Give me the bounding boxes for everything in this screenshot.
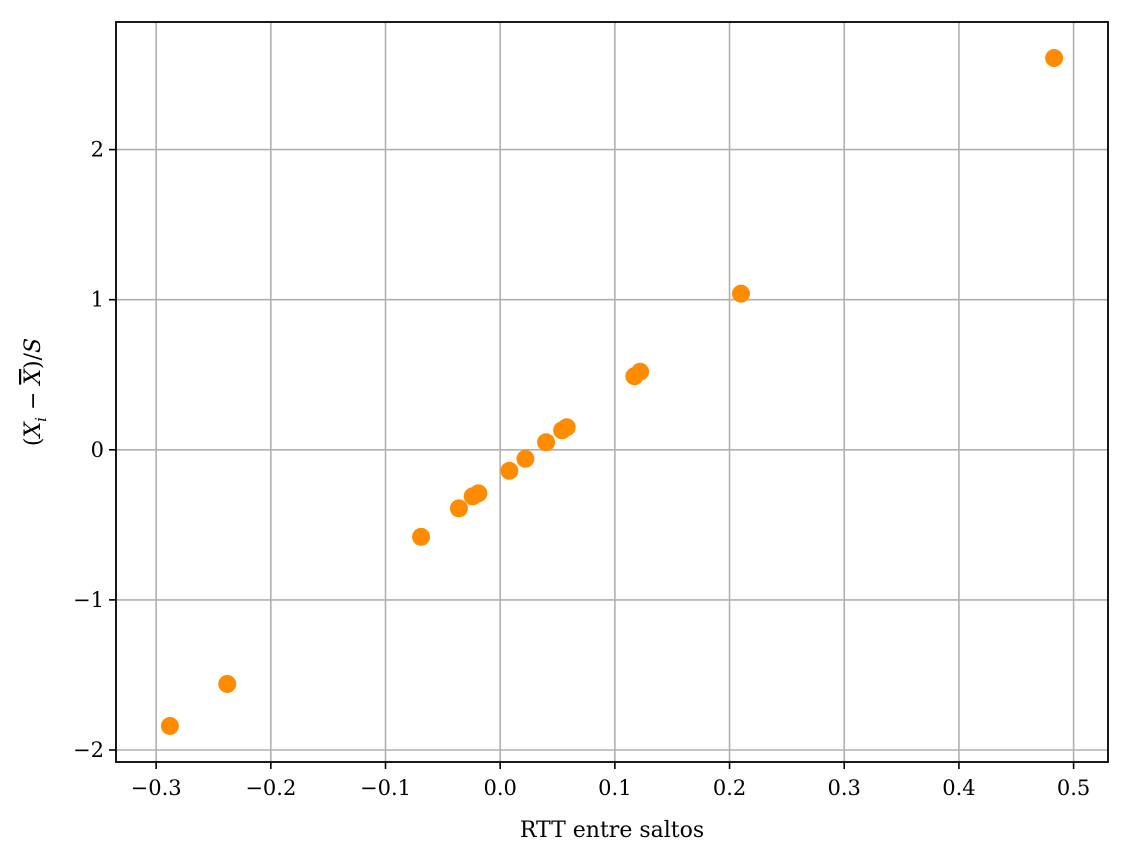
scatter-point [516, 449, 535, 468]
svg-text:(Xi − X)/S: (Xi − X)/S [21, 338, 50, 446]
y-tick-label: −2 [73, 738, 104, 762]
x-tick-label: −0.3 [131, 776, 182, 800]
x-tick-label: −0.1 [360, 776, 411, 800]
scatter-point [557, 418, 576, 437]
scatter-point [218, 674, 237, 693]
x-tick-label: 0.0 [483, 776, 516, 800]
axis-ticks: −0.3 −0.2 −0.1 0.0 0.1 0.2 0.3 0.4 0.5 −2 −1 0 1 2 [73, 138, 1090, 800]
grid [116, 22, 1108, 762]
y-tick-label: 1 [91, 288, 104, 312]
scatter-point [631, 362, 650, 381]
y-tick-label: 2 [91, 138, 104, 162]
x-axis-label: RTT entre saltos [520, 818, 704, 843]
y-axis-label: (Xi − X)/S [21, 338, 50, 446]
scatter-point [1045, 49, 1064, 68]
scatter-point [732, 284, 751, 303]
scatter-point [412, 527, 431, 546]
y-tick-label: −1 [73, 588, 104, 612]
x-tick-label: 0.2 [713, 776, 746, 800]
x-tick-label: 0.3 [828, 776, 861, 800]
scatter-point [500, 461, 519, 480]
plot-frame [115, 21, 1109, 763]
data-points [160, 49, 1064, 735]
x-tick-label: 0.1 [598, 776, 631, 800]
scatter-point [537, 433, 556, 452]
scatter-point [160, 716, 179, 735]
scatter-point [449, 499, 468, 518]
x-tick-label: −0.2 [245, 776, 296, 800]
scatter-point [469, 484, 488, 503]
x-tick-label: 0.4 [942, 776, 975, 800]
x-tick-label: 0.5 [1057, 776, 1090, 800]
y-tick-label: 0 [91, 438, 104, 462]
